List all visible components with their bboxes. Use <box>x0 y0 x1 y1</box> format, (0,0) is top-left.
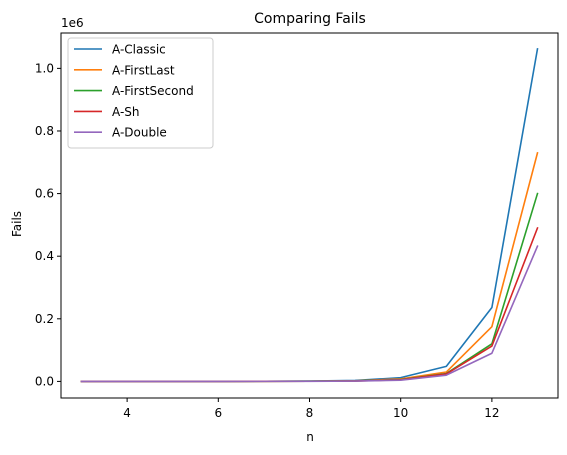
series-lines <box>80 48 539 383</box>
legend-label: A-FirstSecond <box>112 84 194 98</box>
chart-title: Comparing Fails <box>254 11 366 27</box>
y-tick-label: 0.4 <box>35 249 54 263</box>
y-tick-label: 1.0 <box>35 61 54 75</box>
x-tick-label: 6 <box>214 406 222 420</box>
legend-label: A-Classic <box>112 43 166 57</box>
legend-box <box>67 37 214 149</box>
y-tick-label: 0.0 <box>35 374 54 388</box>
x-tick-label: 4 <box>123 406 131 420</box>
x-axis-label: n <box>306 430 314 444</box>
y-scale-multiplier: 1e6 <box>61 16 84 30</box>
series-line-a-double <box>80 245 539 383</box>
series-line-a-firstsecond <box>80 192 539 383</box>
x-tick-label: 8 <box>306 406 314 420</box>
y-axis-ticks: 0.0 0.2 0.4 0.6 0.8 1.0 <box>35 61 61 388</box>
legend-label: A-Sh <box>112 105 140 119</box>
x-axis-ticks: 4 6 8 10 12 <box>123 398 500 420</box>
y-axis-label: Fails <box>10 211 24 237</box>
x-tick-label: 10 <box>393 406 408 420</box>
y-tick-label: 0.8 <box>35 124 54 138</box>
x-tick-label: 12 <box>484 406 499 420</box>
legend-label: A-Double <box>112 126 167 140</box>
y-tick-label: 0.6 <box>35 187 54 201</box>
legend: A-Classic A-FirstLast A-FirstSecond A-Sh A-D… <box>67 37 214 149</box>
y-tick-label: 0.2 <box>35 312 54 326</box>
series-line-a-firstlast <box>80 151 539 383</box>
legend-label: A-FirstLast <box>112 63 175 77</box>
